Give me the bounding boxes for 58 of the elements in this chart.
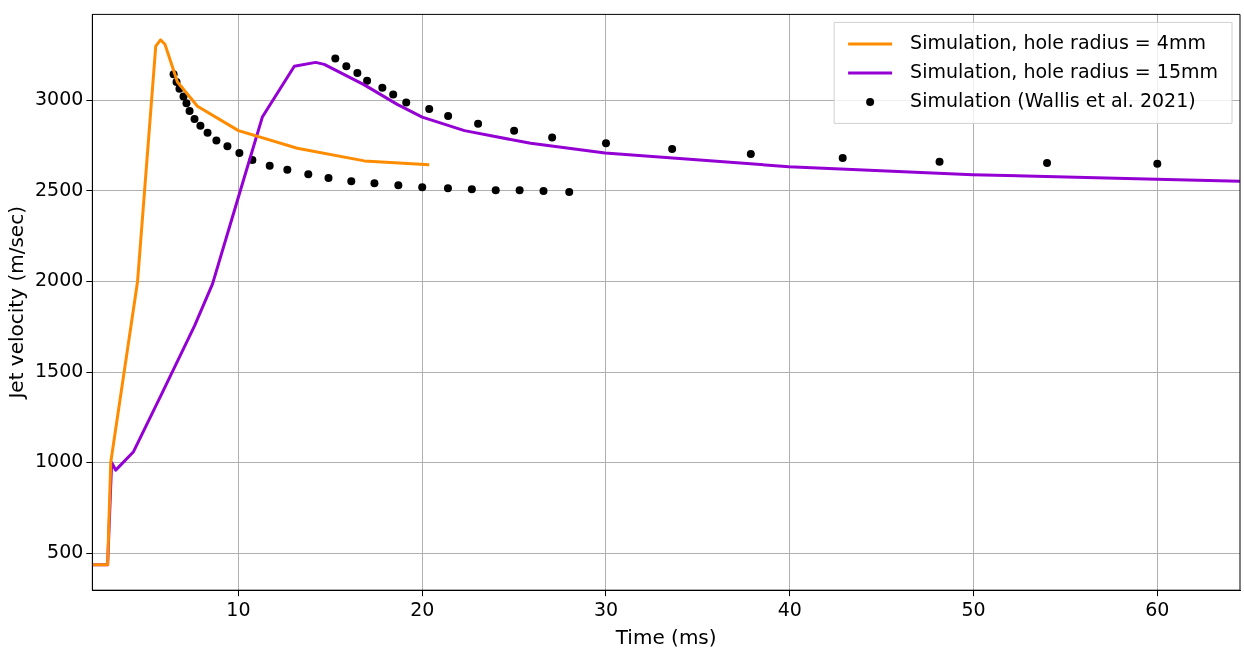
legend-label: Simulation (Wallis et al. 2021) [910,88,1196,111]
point [474,119,483,128]
y-tick-label: 2500 [34,177,84,200]
point [370,179,379,188]
point [1043,158,1052,167]
y-tick-label: 2000 [34,268,84,291]
legend-label: Simulation, hole radius = 4mm [910,30,1206,53]
point [467,185,476,194]
point [324,173,333,182]
point [378,83,387,92]
point [389,90,398,99]
point [196,121,205,130]
point [331,54,340,63]
point [283,165,292,174]
point [394,181,403,190]
y-tick-label: 1000 [34,449,84,472]
point [363,76,372,85]
point [418,183,427,192]
point [935,157,944,166]
point [539,187,548,196]
point [510,126,519,135]
x-tick-label: 30 [593,597,619,620]
point [185,107,194,116]
y-tick-label: 3000 [34,87,84,110]
point [190,114,199,123]
point [353,69,362,78]
point [565,188,574,197]
point [515,186,524,195]
point [746,150,755,158]
legend-label: Simulation, hole radius = 15mm [910,59,1218,82]
x-tick-label: 10 [226,597,251,620]
x-tick-label: 60 [1145,597,1170,620]
point [425,105,434,114]
point [838,153,847,162]
point [601,139,610,148]
point [402,98,411,107]
point [444,111,453,120]
point [235,149,244,158]
point [212,136,221,145]
point [182,99,191,108]
y-axis-title: Jet velocity (m/sec) [4,206,29,401]
point [491,186,500,195]
point [342,62,351,71]
x-axis-title: Time (ms) [614,625,717,650]
y-tick-label: 1500 [34,358,84,381]
point [203,128,212,137]
point [548,133,557,142]
point [668,145,677,154]
point [304,170,313,179]
point [223,142,232,151]
x-tick-label: 20 [410,597,435,620]
point [1153,159,1162,168]
x-tick-label: 40 [777,597,802,620]
point [265,161,274,170]
x-tick-label: 50 [961,597,986,620]
y-tick-label: 500 [47,540,84,563]
point [347,177,356,186]
point [443,184,452,193]
